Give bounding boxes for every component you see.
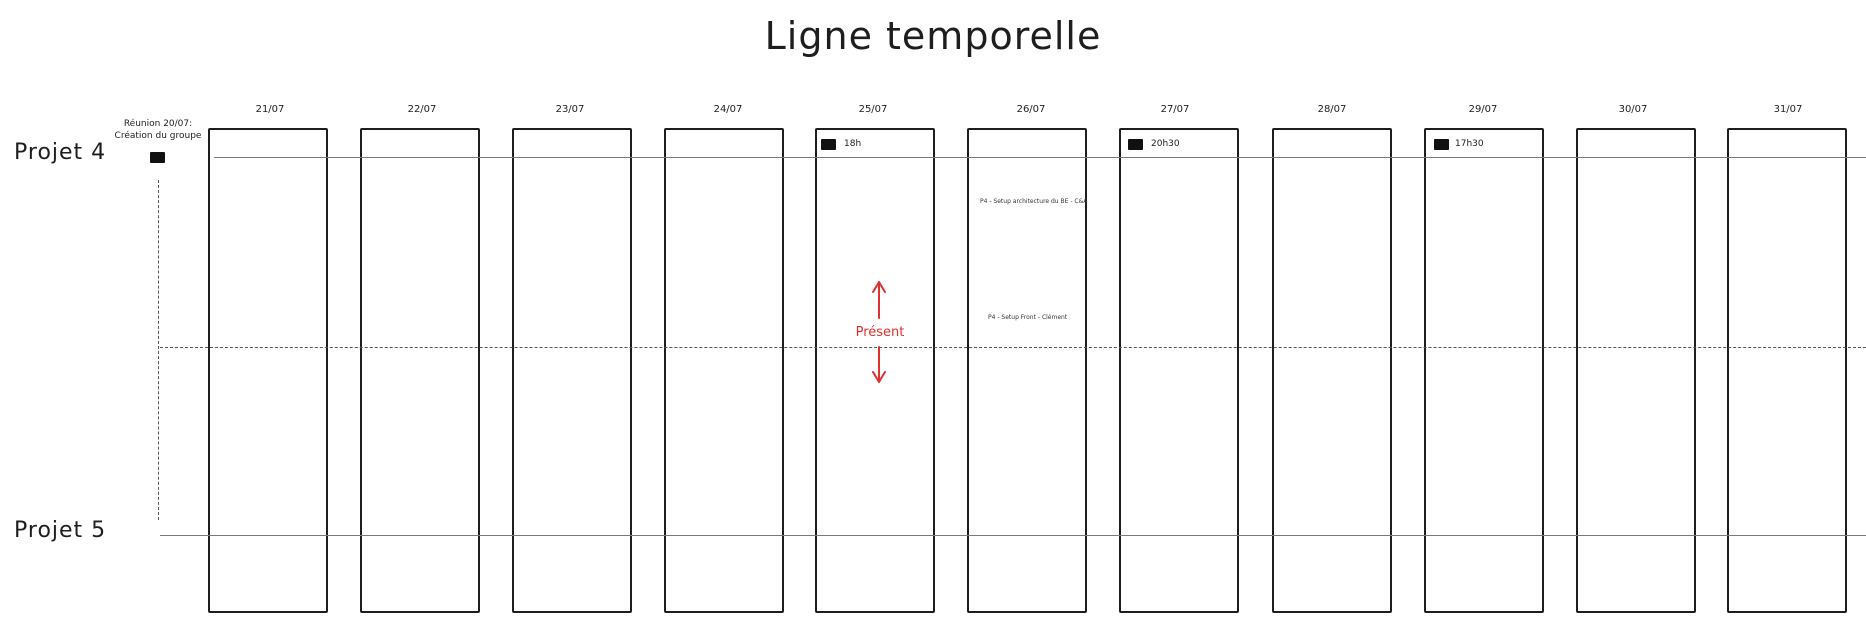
- event-time: 18h: [844, 139, 862, 149]
- start-marker: [150, 152, 165, 163]
- day-column: [967, 128, 1087, 613]
- day-column: [1424, 128, 1544, 613]
- date-label: 21/07: [255, 104, 285, 115]
- date-label: 31/07: [1773, 104, 1803, 115]
- task-note: P4 - Setup Front - Clément: [988, 314, 1068, 321]
- day-column: [208, 128, 328, 613]
- event-marker: [821, 139, 836, 150]
- day-column: [1727, 128, 1847, 613]
- event-time: 17h30: [1455, 139, 1484, 149]
- event-marker: [1128, 139, 1143, 150]
- day-column: [664, 128, 784, 613]
- row-label-projet-4: Projet 4: [14, 140, 107, 165]
- day-column: [1119, 128, 1239, 613]
- start-note: Réunion 20/07: Création du groupe: [108, 118, 208, 142]
- row-label-projet-5: Projet 5: [14, 518, 107, 543]
- present-arrow-down-head: [872, 371, 886, 383]
- task-note: P4 - Setup architecture du BE - C&A: [980, 198, 1088, 205]
- date-label: 29/07: [1468, 104, 1498, 115]
- date-label: 22/07: [407, 104, 437, 115]
- date-label: 28/07: [1317, 104, 1347, 115]
- timeline-guide-line: [158, 180, 159, 520]
- event-marker: [1434, 139, 1449, 150]
- present-label: Présent: [855, 325, 905, 340]
- day-column: [512, 128, 632, 613]
- track-line-projet-5: [160, 535, 1866, 536]
- date-label: 30/07: [1618, 104, 1648, 115]
- start-note-line-1: Réunion 20/07:: [123, 119, 193, 129]
- present-arrow-up-head: [872, 281, 886, 293]
- track-line-projet-4: [214, 157, 1866, 158]
- day-column: [1272, 128, 1392, 613]
- date-label: 24/07: [713, 104, 743, 115]
- date-label: 27/07: [1160, 104, 1190, 115]
- date-label: 25/07: [858, 104, 888, 115]
- start-note-line-2: Création du groupe: [114, 131, 202, 141]
- date-label: 23/07: [555, 104, 585, 115]
- event-time: 20h30: [1151, 139, 1180, 149]
- page-title: Ligne temporelle: [764, 14, 1102, 58]
- day-column: [815, 128, 935, 613]
- day-column: [1576, 128, 1696, 613]
- date-label: 26/07: [1016, 104, 1046, 115]
- present-guide-line: [160, 347, 1866, 348]
- day-column: [360, 128, 480, 613]
